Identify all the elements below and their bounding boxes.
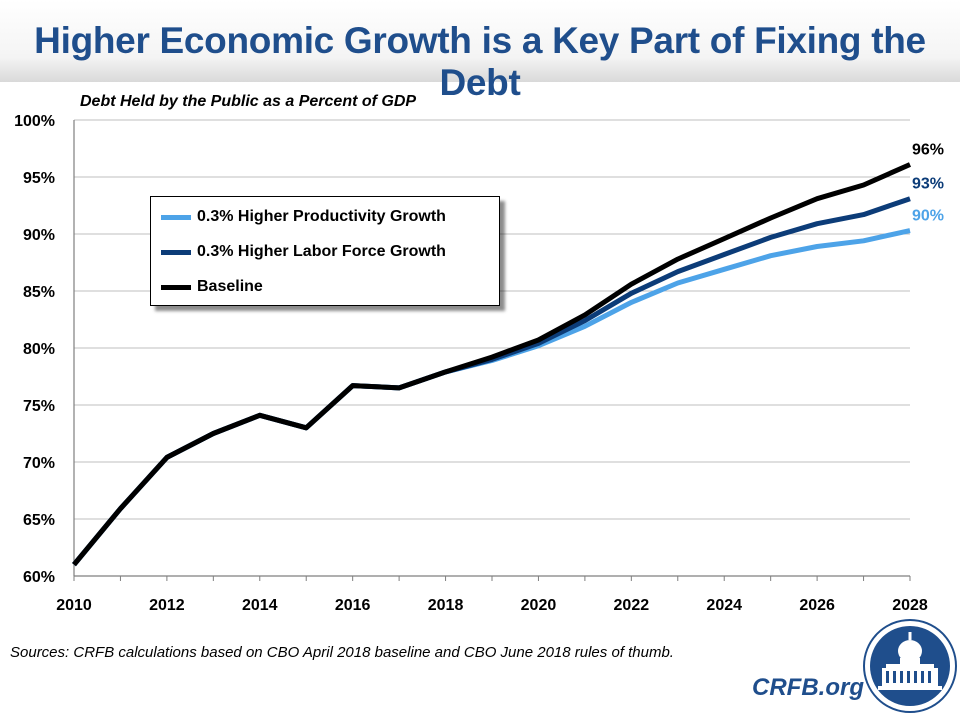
legend-item-productivity: 0.3% Higher Productivity Growth — [161, 203, 446, 231]
x-tick-label: 2024 — [706, 597, 742, 614]
chart-gridlines — [74, 119, 910, 520]
chart-legend: 0.3% Higher Productivity Growth 0.3% Hig… — [150, 196, 500, 306]
chart-axes — [73, 120, 911, 581]
end-label-0: 90% — [912, 208, 944, 225]
chart-tick-labels: 60% 65% 70% 75% 80% 85% 90% 95% 100% 2010 2012 2014… — [14, 113, 944, 614]
y-tick-label: 90% — [23, 227, 55, 244]
legend-label-baseline: Baseline — [197, 278, 263, 295]
legend-item-baseline: Baseline — [161, 273, 263, 301]
y-tick-label: 75% — [23, 398, 55, 415]
crfb-link[interactable]: CRFB.org — [752, 674, 864, 701]
y-tick-label: 65% — [23, 512, 55, 529]
y-tick-label: 100% — [14, 113, 55, 130]
legend-label-labor-force: 0.3% Higher Labor Force Growth — [197, 243, 446, 260]
series-line-2 — [72, 162, 912, 567]
legend-item-labor-force: 0.3% Higher Labor Force Growth — [161, 238, 446, 266]
x-tick-label: 2020 — [521, 597, 557, 614]
chart-series-lines — [72, 162, 912, 567]
x-tick-label: 2022 — [614, 597, 650, 614]
y-tick-label: 85% — [23, 284, 55, 301]
x-tick-label: 2016 — [335, 597, 371, 614]
capitol-seal-logo — [863, 619, 957, 713]
x-tick-label: 2026 — [799, 597, 835, 614]
x-tick-label: 2014 — [242, 597, 278, 614]
legend-label-productivity: 0.3% Higher Productivity Growth — [197, 208, 446, 225]
source-note: Sources: CRFB calculations based on CBO … — [10, 644, 674, 661]
x-tick-label: 2018 — [428, 597, 464, 614]
page-title: Higher Economic Growth is a Key Part of … — [34, 20, 926, 103]
legend-swatch-labor-force — [161, 249, 191, 255]
x-tick-label: 2012 — [149, 597, 185, 614]
y-tick-label: 80% — [23, 341, 55, 358]
x-tick-label: 2028 — [892, 597, 928, 614]
end-label-2: 96% — [912, 141, 944, 158]
x-tick-label: 2010 — [56, 597, 92, 614]
chart-subtitle: Debt Held by the Public as a Percent of … — [80, 93, 417, 110]
y-tick-label: 70% — [23, 455, 55, 472]
legend-swatch-productivity — [161, 214, 191, 220]
legend-swatch-baseline — [161, 284, 191, 290]
end-label-1: 93% — [912, 176, 944, 193]
y-tick-label: 95% — [23, 170, 55, 187]
title-banner: Higher Economic Growth is a Key Part of … — [0, 0, 960, 103]
y-tick-label: 60% — [23, 569, 55, 586]
